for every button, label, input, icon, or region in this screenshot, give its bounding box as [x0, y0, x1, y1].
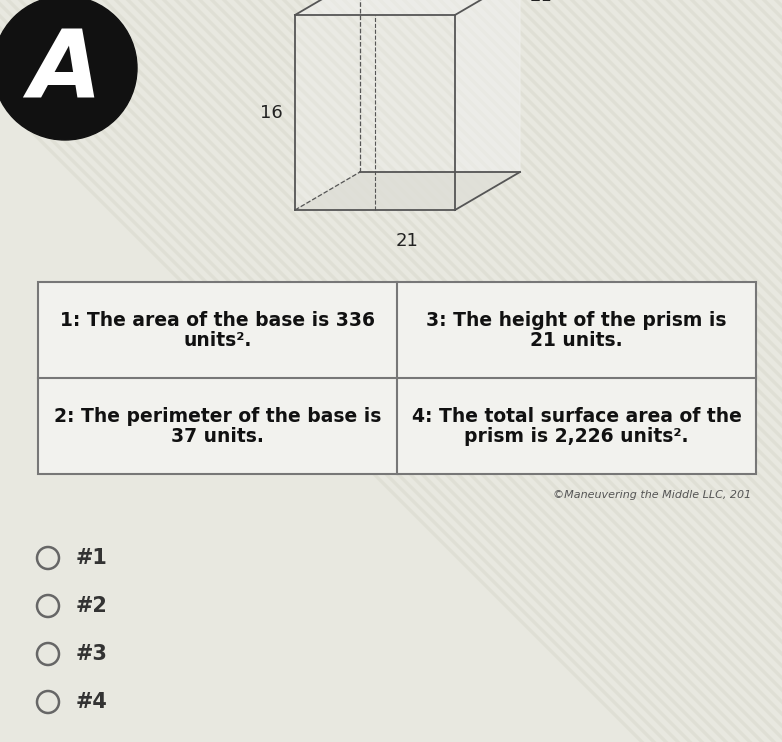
Text: units².: units².: [183, 330, 252, 349]
Text: #2: #2: [76, 596, 108, 616]
Text: 4: The total surface area of the: 4: The total surface area of the: [411, 407, 741, 425]
Text: ©Maneuvering the Middle LLC, 201: ©Maneuvering the Middle LLC, 201: [553, 490, 751, 500]
Text: 21: 21: [396, 232, 419, 250]
Polygon shape: [295, 172, 520, 210]
Circle shape: [0, 0, 137, 140]
Text: #4: #4: [76, 692, 108, 712]
Polygon shape: [295, 0, 520, 15]
Text: 21 units.: 21 units.: [530, 330, 622, 349]
Text: #3: #3: [76, 644, 108, 664]
Text: #1: #1: [76, 548, 108, 568]
Text: 3: The height of the prism is: 3: The height of the prism is: [426, 310, 726, 329]
Text: 37 units.: 37 units.: [171, 427, 264, 445]
Bar: [38, 282, 756, 474]
Text: A: A: [28, 26, 102, 118]
Polygon shape: [455, 0, 520, 210]
Text: 1: The area of the base is 336: 1: The area of the base is 336: [60, 310, 375, 329]
Text: 2: The perimeter of the base is: 2: The perimeter of the base is: [54, 407, 381, 425]
Text: prism is 2,226 units².: prism is 2,226 units².: [465, 427, 689, 445]
Text: 16: 16: [260, 103, 283, 122]
Text: 21: 21: [530, 0, 553, 5]
Polygon shape: [295, 15, 455, 210]
